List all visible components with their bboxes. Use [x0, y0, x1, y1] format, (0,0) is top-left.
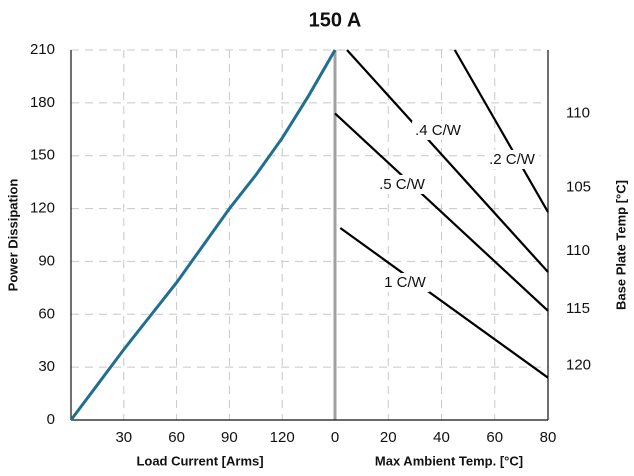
- y-tick-label: 90: [38, 252, 55, 269]
- series-label: .4 C/W: [415, 122, 462, 139]
- y-tick-label: 120: [30, 200, 55, 217]
- series-line: [334, 112, 549, 312]
- x-axis-label: Load Current [Arms]: [136, 453, 263, 468]
- y-axis-label: Power Dissipation: [5, 179, 20, 292]
- chart-title: 150 A: [309, 9, 362, 31]
- y-tick-label: 30: [38, 358, 55, 375]
- x2-tick-label: 60: [486, 429, 503, 446]
- y2-tick-label: 115: [566, 300, 590, 317]
- x-tick-label: 60: [168, 429, 185, 446]
- series-line: [346, 49, 549, 273]
- y-tick-label: 60: [38, 305, 55, 322]
- x2-tick-label: 0: [331, 429, 339, 446]
- y-tick-label: 150: [30, 147, 55, 164]
- y2-tick-label: 120: [566, 356, 591, 373]
- x2-tick-label: 80: [540, 429, 557, 446]
- y-tick-label: 0: [47, 411, 55, 428]
- label-background: [381, 272, 430, 292]
- label-background: [376, 174, 429, 194]
- y2-tick-label: 110: [566, 242, 590, 259]
- grid: [71, 49, 548, 420]
- y2-tick-label: 110: [566, 104, 590, 121]
- y2-axis-label: Base Plate Temp [°C]: [613, 180, 628, 310]
- series-label: 1 C/W: [384, 274, 427, 291]
- label-background: [412, 120, 465, 140]
- x2-tick-label: 20: [380, 429, 397, 446]
- y2-tick-label: 105: [566, 178, 591, 195]
- series-line: [69, 49, 337, 421]
- series-line: [339, 227, 549, 379]
- x-tick-label: 30: [115, 429, 132, 446]
- series-line: [453, 49, 549, 213]
- series-label: .2 C/W: [489, 151, 536, 168]
- x-tick-label: 120: [270, 429, 295, 446]
- y-tick-label: 180: [30, 94, 55, 111]
- x-tick-label: 90: [221, 429, 238, 446]
- x2-axis-label: Max Ambient Temp. [°C]: [375, 453, 523, 468]
- series-label: .5 C/W: [379, 176, 426, 193]
- y-tick-label: 210: [30, 41, 55, 58]
- x2-tick-label: 40: [433, 429, 450, 446]
- label-background: [486, 149, 539, 169]
